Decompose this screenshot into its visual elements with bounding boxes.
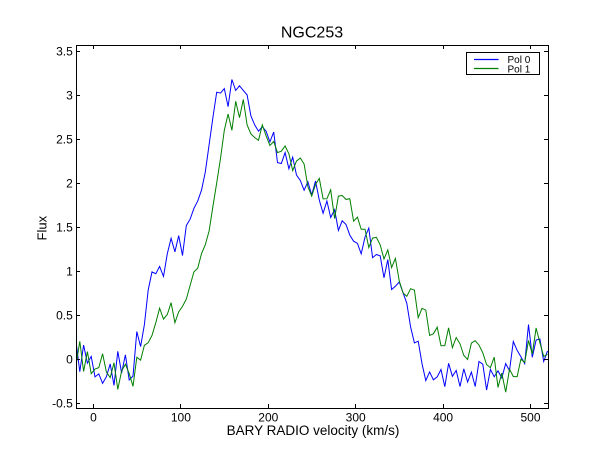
- svg-text:2.5: 2.5: [56, 133, 73, 147]
- svg-text:0.5: 0.5: [56, 309, 73, 323]
- svg-text:200: 200: [258, 411, 278, 425]
- svg-text:1.5: 1.5: [56, 221, 73, 235]
- svg-text:0: 0: [90, 411, 97, 425]
- svg-text:-0.5: -0.5: [52, 397, 73, 411]
- svg-text:BARY RADIO velocity (km/s): BARY RADIO velocity (km/s): [227, 423, 400, 438]
- svg-text:0: 0: [66, 353, 73, 367]
- svg-text:3.5: 3.5: [56, 45, 73, 59]
- svg-text:2: 2: [66, 177, 73, 191]
- svg-text:3: 3: [66, 89, 73, 103]
- svg-text:Pol 0: Pol 0: [508, 55, 531, 66]
- svg-text:300: 300: [346, 411, 366, 425]
- svg-text:500: 500: [520, 411, 540, 425]
- svg-text:Flux: Flux: [34, 215, 49, 240]
- svg-text:400: 400: [433, 411, 453, 425]
- svg-text:1: 1: [66, 265, 73, 279]
- svg-text:NGC253: NGC253: [281, 25, 343, 42]
- svg-text:Pol 1: Pol 1: [508, 64, 531, 75]
- svg-text:100: 100: [171, 411, 191, 425]
